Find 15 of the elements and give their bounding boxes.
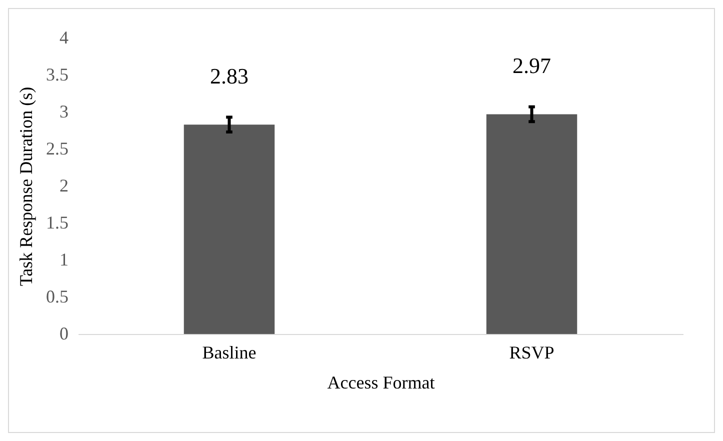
y-tick-label: 1 xyxy=(60,250,68,270)
data-label: 2.83 xyxy=(210,64,248,89)
y-tick-label: 4 xyxy=(60,28,68,48)
y-tick-label: 3 xyxy=(60,102,68,122)
x-tick-label: RSVP xyxy=(509,342,554,362)
data-label: 2.97 xyxy=(512,53,551,78)
y-tick-label: 1.5 xyxy=(46,212,68,232)
y-tick-label: 3.5 xyxy=(46,64,68,84)
x-tick-label: Basline xyxy=(202,342,256,362)
y-tick-label: 0 xyxy=(60,324,68,344)
y-tick-label: 2 xyxy=(60,176,68,196)
x-axis-title: Access Format xyxy=(327,372,435,392)
y-axis-title: Task Response Duration (s) xyxy=(16,86,36,286)
y-tick-label: 0.5 xyxy=(46,286,68,306)
y-tick-label: 2.5 xyxy=(46,138,68,158)
